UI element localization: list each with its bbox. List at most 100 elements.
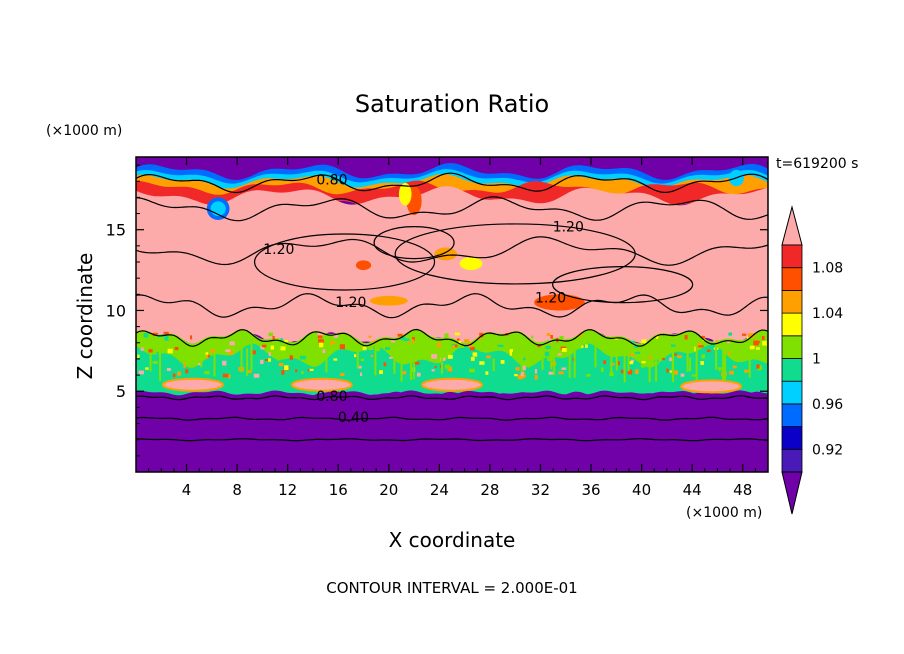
cloud-speckle	[225, 349, 231, 353]
cloud-speckle	[469, 368, 475, 373]
cloud-speckle	[609, 372, 614, 377]
contour-0.80-upper	[136, 172, 768, 194]
cloud-speckle	[479, 361, 485, 365]
supersaturated-lens	[421, 377, 483, 392]
cloud-speckle	[644, 366, 648, 372]
cloud-speckle	[635, 369, 639, 374]
cloud-speckle	[458, 341, 462, 344]
cloud-speckle	[205, 352, 209, 356]
cloud-speckle	[197, 369, 200, 374]
cloud-speckle	[472, 352, 478, 357]
cloud-speckle	[163, 331, 169, 335]
x-tick-label: 12	[278, 481, 297, 499]
cloud-speckle	[514, 374, 518, 377]
contour-1.20-lower	[136, 293, 768, 319]
colorbar-box	[781, 312, 803, 337]
cloud-speckle	[375, 346, 381, 352]
cloud-speckle	[333, 358, 338, 361]
cloud-speckle	[284, 340, 289, 343]
cloud-speckle	[629, 353, 634, 356]
convective-plume	[623, 341, 626, 383]
cloud-speckle	[674, 353, 678, 356]
cloud-speckle	[137, 352, 142, 355]
cloud-speckle	[756, 364, 760, 369]
cloud-speckle	[677, 355, 682, 359]
contour-1.00-upper	[136, 196, 768, 222]
cloud-speckle	[436, 342, 442, 348]
colorbar: 0.92 0.96 1 1.04 1.08	[781, 205, 843, 515]
y-axis-label: Z coordinate	[73, 253, 97, 380]
convective-plume	[400, 343, 403, 382]
cloud-speckle	[585, 344, 588, 348]
cloud-speckle	[317, 332, 324, 337]
convective-plume	[520, 349, 523, 372]
cloud-speckle	[561, 367, 567, 372]
plot-area	[136, 157, 768, 472]
colorbar-box	[781, 403, 803, 427]
convective-plume	[689, 357, 691, 372]
cloud-speckle	[630, 359, 635, 362]
cloud-speckle	[700, 335, 705, 339]
convective-plume	[672, 351, 675, 383]
convective-plume	[149, 353, 152, 372]
convective-plume	[441, 338, 443, 374]
cloud-speckle	[244, 335, 251, 341]
cloud-speckle	[619, 365, 622, 368]
x-tick-label: 4	[182, 481, 192, 499]
cloud-speckle	[280, 346, 286, 351]
cloud-speckle	[640, 363, 647, 368]
cloud-speckle	[550, 361, 557, 366]
contour-label: 1.20	[263, 242, 294, 258]
cloud-speckle	[534, 369, 538, 374]
cloud-speckle	[500, 360, 505, 364]
convective-plume	[541, 350, 544, 370]
colorbar-box	[781, 426, 803, 450]
cloud-speckle	[713, 338, 719, 342]
cloud-speckle	[727, 340, 731, 344]
cloud-speckle	[416, 372, 421, 377]
colorbar-box	[781, 289, 803, 314]
cloud-speckle	[185, 369, 189, 374]
cloud-speckle	[680, 373, 685, 377]
y-tick-label: 15	[106, 221, 126, 240]
cloud-speckle	[581, 345, 584, 348]
cloud-speckle	[641, 339, 647, 344]
convective-plume	[610, 342, 613, 374]
cloud-speckle	[486, 355, 491, 359]
contour-label: 0.40	[338, 410, 369, 426]
cloud-speckle	[333, 334, 339, 338]
cloud-speckle	[226, 338, 229, 344]
cloud-speckle	[391, 339, 396, 343]
colorbar-box	[781, 358, 803, 382]
cloud-speckle	[166, 368, 171, 371]
cloud-speckle	[531, 335, 534, 339]
colorbar-box	[781, 335, 803, 359]
cloud-speckle	[576, 344, 582, 349]
cloud-speckle	[148, 349, 153, 353]
cloud-speckle	[412, 343, 418, 349]
cloud-speckle	[370, 355, 374, 358]
cloud-speckle	[204, 371, 210, 375]
colorbar-box	[781, 244, 803, 269]
cloud-speckle	[447, 366, 453, 372]
cloud-speckle	[210, 349, 216, 353]
cloud-speckle	[270, 345, 274, 350]
contour-1.20-upper	[136, 236, 768, 266]
convective-plume	[686, 340, 689, 372]
cloud-speckle	[138, 370, 144, 375]
cloud-speckle	[383, 362, 387, 367]
y-tick-label: 10	[106, 301, 126, 320]
cloud-speckle	[172, 373, 176, 378]
x-tick-label: 28	[480, 481, 499, 499]
cloud-speckle	[544, 351, 550, 357]
colorbar-tick-label: 0.96	[812, 397, 843, 413]
cloud-speckle	[206, 354, 209, 359]
cloud-speckle	[742, 333, 747, 336]
x-tick-label: 40	[632, 481, 651, 499]
convective-plume	[695, 334, 698, 380]
moist-blob	[210, 201, 226, 216]
cloud-speckle	[621, 369, 624, 374]
cloud-speckle	[578, 333, 583, 337]
cloud-speckle	[603, 360, 607, 365]
